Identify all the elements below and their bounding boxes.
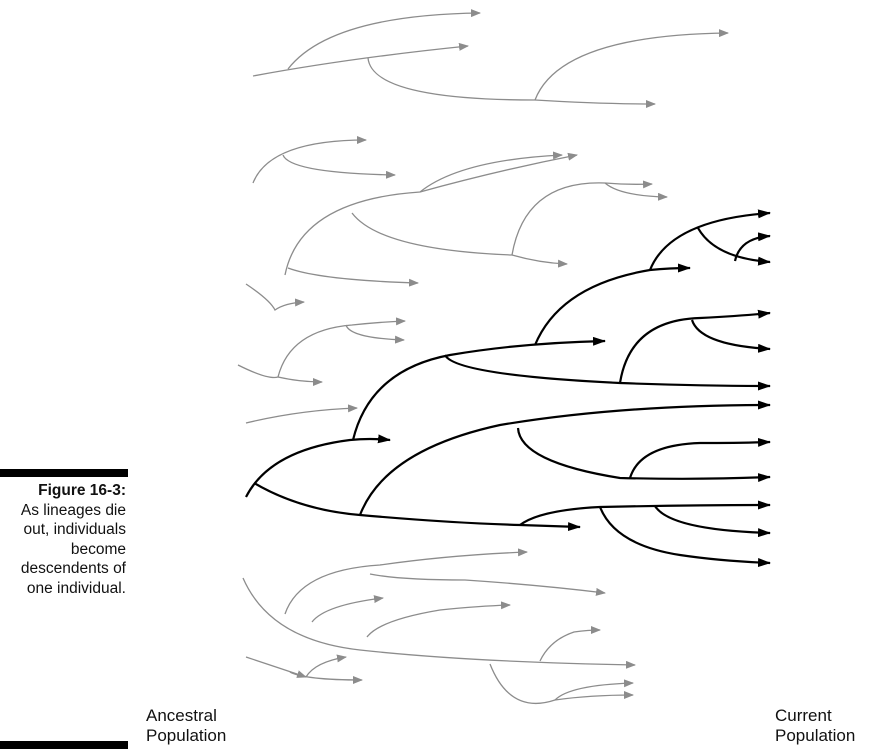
extinct-lineage bbox=[252, 136, 367, 184]
extinct-lineage bbox=[289, 671, 363, 684]
extinct-lineage bbox=[245, 656, 307, 678]
current-population-label: Current Population bbox=[775, 706, 856, 745]
extinct-lineage bbox=[245, 404, 358, 424]
extinct-lineage bbox=[419, 151, 563, 193]
extinct-lineage bbox=[554, 679, 634, 701]
surviving-lineage bbox=[733, 232, 771, 262]
extinct-lineage bbox=[367, 57, 656, 108]
surviving-lineage bbox=[628, 437, 771, 479]
surviving-lineage bbox=[690, 319, 771, 353]
extinct-lineage bbox=[305, 654, 347, 678]
caption-rule-top bbox=[0, 469, 128, 477]
surviving-lineage bbox=[351, 336, 606, 441]
ancestral-population-label: Ancestral Population bbox=[146, 706, 227, 745]
extinct-lineage bbox=[282, 154, 396, 179]
extinct-lineage bbox=[237, 317, 406, 379]
extinct-lineage bbox=[284, 152, 578, 276]
figure-caption: Figure 16-3: As lineages die out, indivi… bbox=[0, 481, 126, 598]
extinct-lineage bbox=[287, 9, 481, 70]
surviving-lineage bbox=[253, 482, 581, 532]
surviving-lineage bbox=[533, 263, 691, 346]
extinct-lineage bbox=[245, 283, 305, 311]
extinct-lineage bbox=[345, 324, 405, 344]
extinct-lineages bbox=[237, 9, 729, 705]
figure-label: Figure 16-3: bbox=[38, 482, 126, 499]
caption-rule-bottom bbox=[0, 741, 128, 749]
surviving-lineage bbox=[516, 427, 771, 483]
extinct-lineage bbox=[351, 212, 568, 268]
extinct-lineage bbox=[604, 182, 668, 201]
extinct-lineage bbox=[511, 180, 653, 256]
surviving-lineage bbox=[654, 505, 771, 538]
extinct-lineage bbox=[489, 663, 634, 705]
surviving-lineage bbox=[444, 354, 771, 391]
extinct-lineage bbox=[287, 267, 419, 287]
surviving-lineage bbox=[358, 400, 771, 516]
surviving-lineage bbox=[598, 506, 771, 568]
extinct-lineage bbox=[284, 548, 528, 615]
extinct-lineage bbox=[366, 601, 511, 638]
surviving-lineages bbox=[245, 209, 771, 568]
extinct-lineage bbox=[311, 595, 384, 623]
extinct-lineage bbox=[242, 577, 636, 669]
surviving-lineage bbox=[697, 227, 771, 266]
extinct-lineage bbox=[252, 42, 469, 77]
extinct-lineage bbox=[277, 376, 323, 386]
extinct-lineage bbox=[534, 29, 729, 101]
root-lineage bbox=[245, 434, 391, 498]
extinct-lineage bbox=[369, 573, 606, 596]
surviving-lineage bbox=[519, 500, 771, 526]
surviving-lineage bbox=[648, 209, 771, 271]
caption-text: As lineages die out, individuals become … bbox=[20, 501, 126, 597]
surviving-lineage bbox=[618, 309, 771, 384]
extinct-lineage bbox=[539, 626, 601, 662]
